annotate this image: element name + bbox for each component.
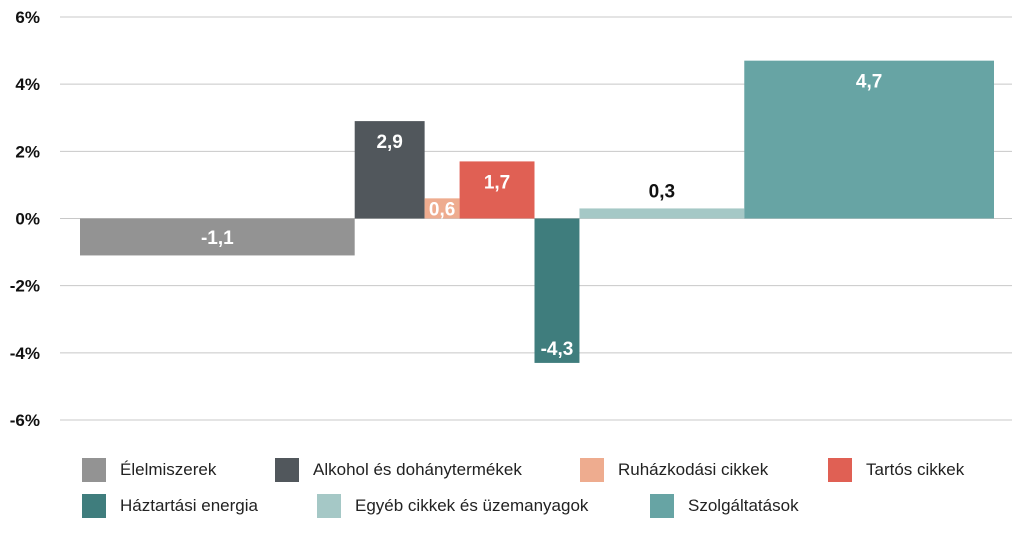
data-labels: -1,1 2,9 0,6 1,7 -4,3 0,3 4,7: [201, 72, 882, 360]
legend-swatch-ruhazkodasi: [580, 458, 604, 482]
legend-swatch-egyeb: [317, 494, 341, 518]
y-tick-label: 2%: [15, 142, 40, 161]
legend-item-tartos: Tartós cikkek: [828, 458, 964, 482]
y-tick-label: -4%: [10, 344, 40, 363]
legend-swatch-haztartasi: [82, 494, 106, 518]
legend-item-alkohol: Alkohol és dohánytermékek: [275, 458, 580, 482]
y-tick-label: 0%: [15, 210, 40, 229]
bar-haztartasi: [534, 218, 580, 363]
legend-item-szolgaltatasok: Szolgáltatások: [650, 494, 799, 518]
bar-egyeb: [579, 208, 745, 219]
data-label-haztartasi: -4,3: [541, 339, 574, 360]
chart: 6% 4% 2% 0% -2% -4% -6% -1,1 2,9 0,6 1,7 -4,3 0,3 4,…: [10, 8, 1012, 430]
y-axis-tick-labels: 6% 4% 2% 0% -2% -4% -6%: [10, 8, 40, 430]
legend-swatch-elelmiszerek: [82, 458, 106, 482]
data-label-tartos: 1,7: [484, 172, 510, 193]
y-tick-label: -6%: [10, 411, 40, 430]
bar-szolgaltatasok: [744, 60, 994, 219]
bar-alkohol: [354, 121, 425, 219]
data-label-alkohol: 2,9: [376, 132, 402, 153]
legend-label-egyeb: Egyéb cikkek és üzemanyagok: [355, 496, 589, 515]
legend-swatch-szolgaltatasok: [650, 494, 674, 518]
legend-swatch-alkohol: [275, 458, 299, 482]
bar-tartos: [459, 161, 535, 219]
bar-elelmiszerek: [80, 218, 355, 256]
bars: [80, 60, 994, 363]
legend-label-alkohol: Alkohol és dohánytermékek: [313, 460, 522, 479]
legend-label-elelmiszerek: Élelmiszerek: [120, 460, 217, 479]
legend: Élelmiszerek Alkohol és dohánytermékek R…: [82, 452, 1012, 524]
legend-swatch-tartos: [828, 458, 852, 482]
y-tick-label: 4%: [15, 75, 40, 94]
y-tick-label: 6%: [15, 8, 40, 27]
legend-row-2: Háztartási energia Egyéb cikkek és üzema…: [82, 488, 1012, 524]
bar-ruhazkodasi: [424, 198, 460, 219]
legend-item-ruhazkodasi: Ruházkodási cikkek: [580, 458, 828, 482]
data-label-elelmiszerek: -1,1: [201, 228, 234, 249]
legend-row-1: Élelmiszerek Alkohol és dohánytermékek R…: [82, 452, 1012, 488]
y-tick-label: -2%: [10, 277, 40, 296]
data-label-szolgaltatasok: 4,7: [856, 72, 882, 93]
data-label-egyeb: 0,3: [649, 181, 675, 202]
legend-item-haztartasi: Háztartási energia: [82, 494, 317, 518]
legend-item-elelmiszerek: Élelmiszerek: [82, 458, 275, 482]
legend-item-egyeb: Egyéb cikkek és üzemanyagok: [317, 494, 650, 518]
legend-label-haztartasi: Háztartási energia: [120, 496, 258, 515]
legend-label-szolgaltatasok: Szolgáltatások: [688, 496, 799, 515]
legend-label-ruhazkodasi: Ruházkodási cikkek: [618, 460, 769, 479]
legend-label-tartos: Tartós cikkek: [866, 460, 965, 479]
data-label-ruhazkodasi: 0,6: [429, 199, 455, 220]
